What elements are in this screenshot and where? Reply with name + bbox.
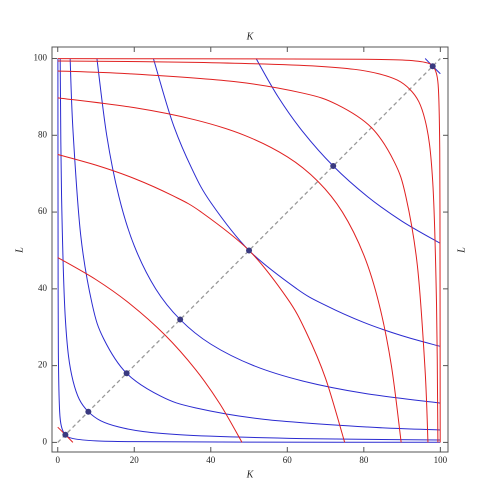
x-tick-label: 0 (55, 455, 60, 465)
y-tick-label: 20 (38, 360, 48, 370)
point (62, 431, 69, 438)
point (85, 408, 92, 415)
curve (152, 58, 441, 347)
curve (255, 58, 441, 244)
x-axis-label: K (246, 469, 255, 480)
top-axis-label: K (246, 31, 255, 42)
x-tick-label: 60 (283, 455, 293, 465)
y-tick-label: 80 (38, 129, 48, 139)
y-tick-label: 0 (43, 436, 48, 446)
curve (57, 154, 346, 443)
point (330, 163, 337, 170)
curve (57, 257, 243, 443)
point (429, 63, 436, 70)
y-tick-label: 60 (38, 206, 48, 216)
x-tick-label: 40 (206, 455, 216, 465)
x-tick-label: 100 (434, 455, 448, 465)
y-axis-label: L (14, 247, 25, 254)
x-tick-label: 80 (359, 455, 369, 465)
curve (57, 60, 439, 443)
point (177, 316, 184, 323)
diagonal (57, 58, 441, 443)
curve (57, 70, 429, 443)
plot-area (57, 58, 441, 443)
x-tick-label: 20 (130, 455, 140, 465)
point (246, 247, 253, 254)
curve (57, 97, 402, 443)
point (123, 370, 130, 377)
y-tick-label: 100 (34, 53, 48, 63)
y-tick-label: 40 (38, 283, 48, 293)
right-axis-label: L (456, 247, 467, 254)
plot-frame (51, 46, 449, 453)
